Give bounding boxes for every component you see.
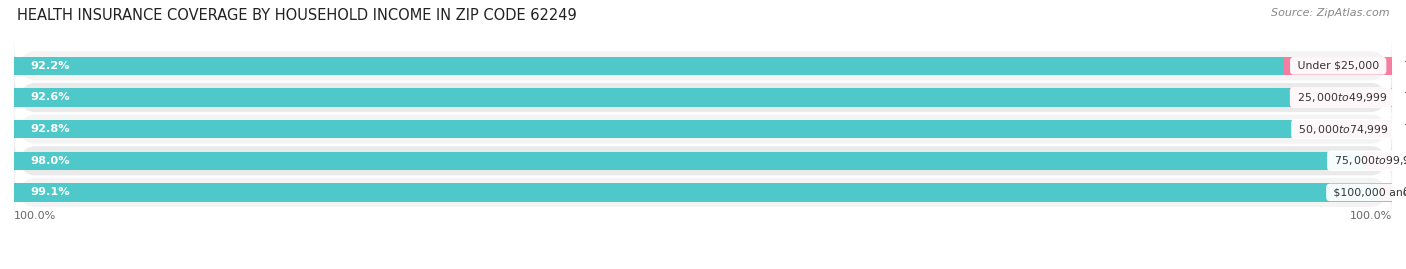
Text: 98.0%: 98.0% [31, 156, 70, 166]
Text: 92.6%: 92.6% [31, 93, 70, 102]
Text: 0.87%: 0.87% [1403, 187, 1406, 197]
Text: 7.2%: 7.2% [1403, 124, 1406, 134]
Bar [14, 57, 1285, 75]
Text: 100.0%: 100.0% [1350, 211, 1392, 221]
Text: $100,000 and over: $100,000 and over [1330, 187, 1406, 197]
Bar [14, 120, 1292, 138]
Bar [1364, 152, 1392, 170]
Text: 92.2%: 92.2% [31, 61, 70, 71]
Text: Under $25,000: Under $25,000 [1294, 61, 1382, 71]
Text: $25,000 to $49,999: $25,000 to $49,999 [1294, 91, 1388, 104]
Bar [1285, 57, 1392, 75]
Text: 100.0%: 100.0% [14, 211, 56, 221]
Text: 7.8%: 7.8% [1403, 61, 1406, 71]
Bar [14, 152, 1364, 170]
Text: HEALTH INSURANCE COVERAGE BY HOUSEHOLD INCOME IN ZIP CODE 62249: HEALTH INSURANCE COVERAGE BY HOUSEHOLD I… [17, 8, 576, 23]
Text: 92.8%: 92.8% [31, 124, 70, 134]
FancyBboxPatch shape [14, 96, 1392, 162]
Text: 2.0%: 2.0% [1403, 156, 1406, 166]
Bar [14, 183, 1379, 201]
Text: $75,000 to $99,999: $75,000 to $99,999 [1331, 154, 1406, 167]
Text: Source: ZipAtlas.com: Source: ZipAtlas.com [1271, 8, 1389, 18]
Bar [14, 88, 1289, 107]
Bar [1289, 88, 1392, 107]
FancyBboxPatch shape [14, 160, 1392, 225]
Text: 7.4%: 7.4% [1403, 93, 1406, 102]
Text: $50,000 to $74,999: $50,000 to $74,999 [1295, 123, 1389, 136]
Bar [1379, 183, 1392, 201]
FancyBboxPatch shape [14, 65, 1392, 130]
FancyBboxPatch shape [14, 128, 1392, 194]
Bar [1292, 120, 1392, 138]
FancyBboxPatch shape [14, 33, 1392, 99]
Text: 99.1%: 99.1% [31, 187, 70, 197]
